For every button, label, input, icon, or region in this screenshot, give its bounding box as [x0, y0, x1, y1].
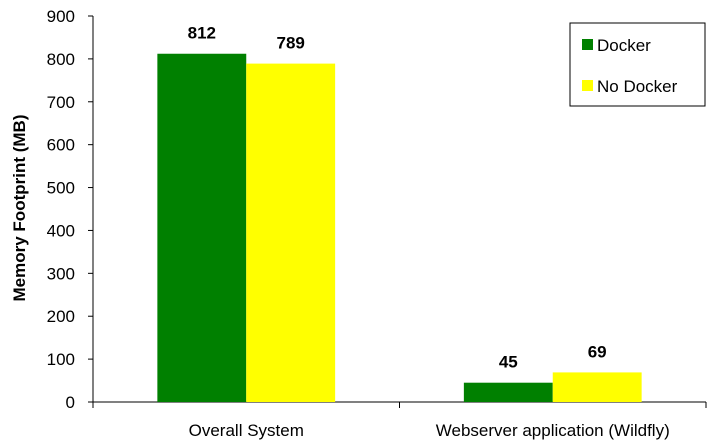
- y-tick-label: 700: [47, 93, 75, 112]
- data-label: 69: [588, 342, 607, 361]
- data-label: 812: [188, 24, 216, 43]
- y-tick-label: 800: [47, 50, 75, 69]
- x-category-label: Overall System: [189, 421, 304, 440]
- legend-label-no-docker: No Docker: [597, 77, 678, 96]
- data-label: 789: [277, 34, 305, 53]
- legend-swatch-docker: [582, 39, 593, 50]
- bars: [157, 53, 642, 403]
- y-tick-label: 200: [47, 307, 75, 326]
- bar-docker: [463, 382, 553, 402]
- value-labels: 812 789 45 69: [188, 24, 607, 372]
- y-tick-label: 900: [47, 7, 75, 26]
- bar-no-docker: [552, 372, 642, 402]
- legend: Docker No Docker: [569, 22, 706, 107]
- y-tick-label: 600: [47, 136, 75, 155]
- y-tick-label: 500: [47, 179, 75, 198]
- y-axis-title: Memory Footprint (MB): [10, 115, 29, 302]
- axes: 0 100 200 300 400 500 600 700 800 900 Overall Syst…: [47, 7, 707, 440]
- y-tick-label: 0: [66, 393, 75, 412]
- legend-frame: [569, 22, 706, 107]
- y-tick-label: 100: [47, 350, 75, 369]
- data-label: 45: [499, 353, 518, 372]
- legend-label-docker: Docker: [597, 36, 651, 55]
- bar-no-docker: [246, 63, 336, 403]
- y-tick-label: 400: [47, 221, 75, 240]
- x-category-label: Webserver application (Wildfly): [436, 421, 670, 440]
- legend-swatch-no-docker: [582, 80, 593, 91]
- bar-docker: [157, 53, 247, 403]
- y-tick-label: 300: [47, 264, 75, 283]
